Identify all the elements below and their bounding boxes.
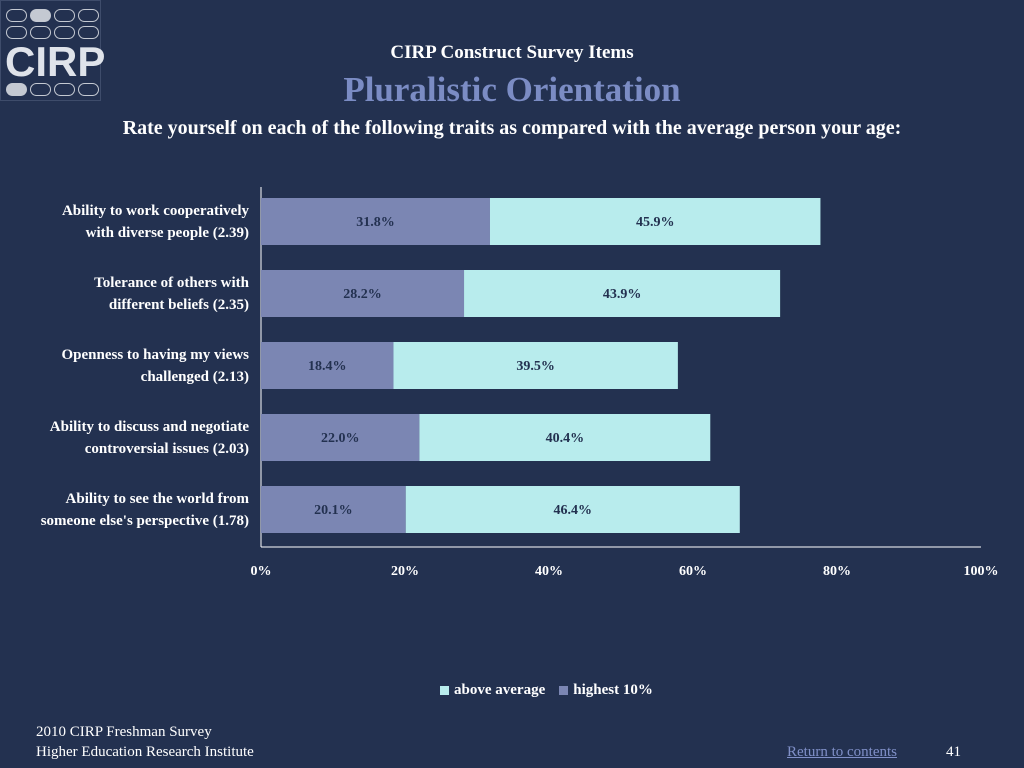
legend-item: highest 10% [559, 682, 653, 699]
slide-title: Pluralistic Orientation [343, 70, 681, 109]
logo-dot-icon [30, 83, 51, 96]
legend-item: above average [440, 682, 545, 699]
logo-dot-icon [6, 83, 27, 96]
category-label: Ability to work cooperatively [62, 203, 250, 219]
category-label: Ability to discuss and negotiate [50, 419, 250, 435]
category-label: Openness to having my views [61, 347, 249, 363]
data-label-above-average: 40.4% [546, 431, 585, 446]
logo-wordmark: CIRP [5, 38, 106, 85]
category-label: different beliefs (2.35) [109, 297, 249, 313]
logo-dot-icon [78, 26, 99, 39]
data-label-above-average: 43.9% [603, 287, 642, 302]
bar-above-average [464, 270, 781, 317]
logo-dot-icon [6, 26, 27, 39]
data-label-highest-10: 18.4% [308, 359, 347, 374]
legend-label: above average [454, 682, 546, 698]
bar-highest-10 [261, 270, 465, 317]
logo-dot-icon [6, 9, 27, 22]
x-tick-label: 60% [679, 564, 707, 579]
bar-highest-10 [261, 486, 406, 533]
legend-swatch-icon [440, 686, 449, 695]
data-label-highest-10: 31.8% [356, 215, 395, 230]
logo-dot-icon [54, 9, 75, 22]
x-tick-label: 0% [251, 564, 272, 579]
bar-above-average [393, 342, 678, 389]
category-label: someone else's perspective (1.78) [41, 513, 249, 529]
data-label-highest-10: 22.0% [321, 431, 360, 446]
legend-swatch-icon [559, 686, 569, 695]
category-label: Tolerance of others with [94, 275, 249, 291]
bar-above-average [405, 486, 740, 533]
x-tick-label: 40% [535, 564, 563, 579]
bar-above-average [489, 198, 821, 245]
slide-subtitle: Rate yourself on each of the following t… [122, 117, 902, 139]
logo-dot-icon [30, 9, 51, 22]
x-tick-label: 100% [964, 564, 999, 579]
data-label-above-average: 39.5% [516, 359, 555, 374]
category-label: controversial issues (2.03) [85, 441, 249, 457]
cirp-logo: CIRP [0, 0, 105, 101]
page-number: 41 [946, 744, 961, 760]
bar-highest-10 [261, 414, 420, 461]
logo-dot-icon [30, 26, 51, 39]
category-label: with diverse people (2.39) [86, 225, 249, 241]
category-label: challenged (2.13) [141, 369, 249, 385]
chart-legend: above average highest 10% [440, 682, 653, 699]
x-tick-label: 80% [823, 564, 851, 579]
bar-highest-10 [261, 198, 490, 245]
footer-institute: Higher Education Research Institute [36, 744, 254, 760]
data-label-above-average: 45.9% [636, 215, 675, 230]
slide-kicker: CIRP Construct Survey Items [390, 42, 634, 63]
return-to-contents-link[interactable]: Return to contents [787, 744, 897, 760]
data-label-above-average: 46.4% [554, 503, 593, 518]
data-label-highest-10: 20.1% [314, 503, 353, 518]
bar-highest-10 [261, 342, 394, 389]
footer-survey-name: 2010 CIRP Freshman Survey [36, 724, 212, 740]
logo-dot-icon [78, 9, 99, 22]
logo-dot-icon [78, 83, 99, 96]
legend-label: highest 10% [573, 682, 653, 698]
x-tick-label: 20% [391, 564, 419, 579]
data-label-highest-10: 28.2% [343, 287, 382, 302]
logo-dot-icon [54, 26, 75, 39]
logo-dot-icon [54, 83, 75, 96]
bar-above-average [419, 414, 711, 461]
category-label: Ability to see the world from [66, 491, 250, 507]
